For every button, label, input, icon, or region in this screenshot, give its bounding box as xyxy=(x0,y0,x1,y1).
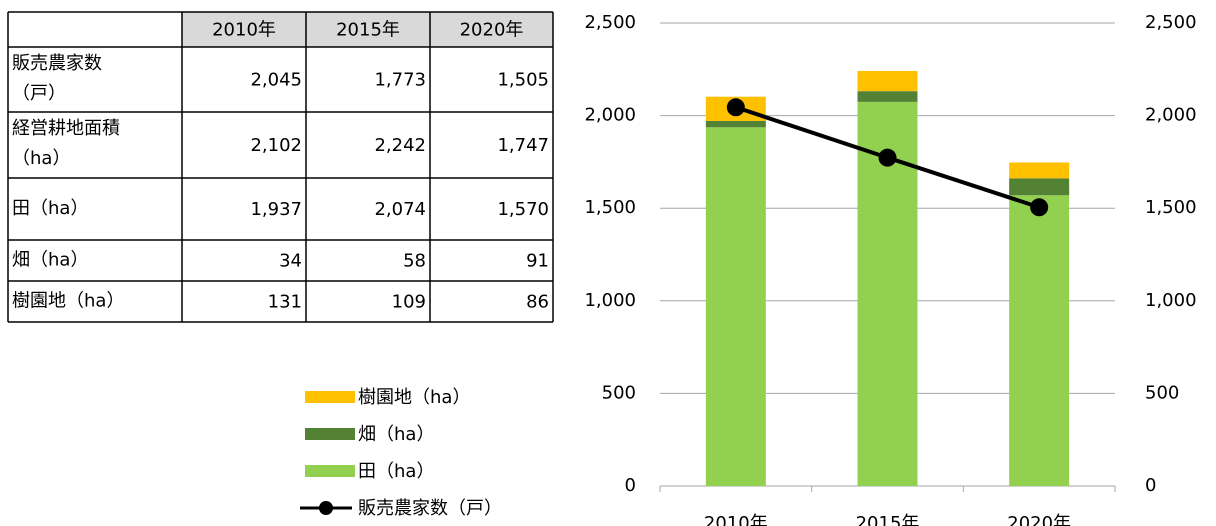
table-cell: 91 xyxy=(526,251,549,272)
header-cell xyxy=(430,12,553,47)
column-header: 2010年 xyxy=(212,20,276,41)
table-cell: 1,773 xyxy=(374,70,426,91)
table-cell: 2,045 xyxy=(250,70,302,91)
table-cell: 1,937 xyxy=(250,199,302,220)
table-cell: 1,747 xyxy=(497,135,549,156)
row-label: （ha） xyxy=(12,148,70,169)
y-tick-label: 0 xyxy=(625,475,636,496)
table-cell: 58 xyxy=(403,251,426,272)
bar-segment xyxy=(1009,178,1070,196)
y2-tick-label: 2,000 xyxy=(1145,105,1197,126)
header-cell xyxy=(306,12,430,47)
table-cell: 1,505 xyxy=(497,70,549,91)
table-cell: 2,102 xyxy=(250,135,302,156)
x-tick-label: 2020年 xyxy=(1007,513,1071,526)
legend-swatch xyxy=(305,465,355,477)
y-tick-label: 1,000 xyxy=(584,290,636,311)
bar-segment xyxy=(857,91,918,102)
bar-segment xyxy=(705,120,766,128)
x-tick-label: 2010年 xyxy=(704,513,768,526)
table-cell: 109 xyxy=(392,292,426,313)
row-label: 畑（ha） xyxy=(12,250,88,271)
table-cell: 34 xyxy=(279,251,302,272)
table-cell: 86 xyxy=(526,292,549,313)
y-tick-label: 2,000 xyxy=(584,105,636,126)
bar-segment xyxy=(1009,195,1070,486)
row-label: 販売農家数 xyxy=(12,53,102,74)
y-tick-label: 1,500 xyxy=(584,197,636,218)
line-marker xyxy=(726,98,745,117)
line-marker xyxy=(878,148,897,167)
legend-label: 樹園地（ha） xyxy=(358,387,470,408)
legend-label: 畑（ha） xyxy=(358,424,434,445)
column-header: 2015年 xyxy=(336,20,400,41)
y2-tick-label: 0 xyxy=(1145,475,1156,496)
y-tick-label: 500 xyxy=(602,382,636,403)
y2-tick-label: 1,500 xyxy=(1145,197,1197,218)
row-label: 経営耕地面積 xyxy=(12,118,120,139)
y2-tick-label: 2,500 xyxy=(1145,12,1197,33)
y2-tick-label: 500 xyxy=(1145,382,1179,403)
x-tick-label: 2015年 xyxy=(856,513,920,526)
bar-segment xyxy=(857,70,918,92)
y-tick-label: 2,500 xyxy=(584,12,636,33)
row-label: （戸） xyxy=(12,83,66,104)
table-cell: 131 xyxy=(268,292,302,313)
row-label: 樹園地（ha） xyxy=(12,291,124,312)
row-label: 田（ha） xyxy=(12,198,88,219)
bar-segment xyxy=(705,127,766,486)
line-marker xyxy=(1030,198,1049,217)
table-cell: 1,570 xyxy=(497,199,549,220)
table-cell: 2,242 xyxy=(374,135,426,156)
legend-label: 田（ha） xyxy=(358,461,434,482)
legend-marker xyxy=(319,501,333,515)
bar-segment xyxy=(1009,162,1070,179)
header-cell xyxy=(182,12,306,47)
legend-label: 販売農家数（戸） xyxy=(358,498,502,519)
column-header: 2020年 xyxy=(460,20,524,41)
legend-swatch xyxy=(305,428,355,440)
table-cell: 2,074 xyxy=(374,199,426,220)
y2-tick-label: 1,000 xyxy=(1145,290,1197,311)
legend-swatch xyxy=(305,391,355,403)
